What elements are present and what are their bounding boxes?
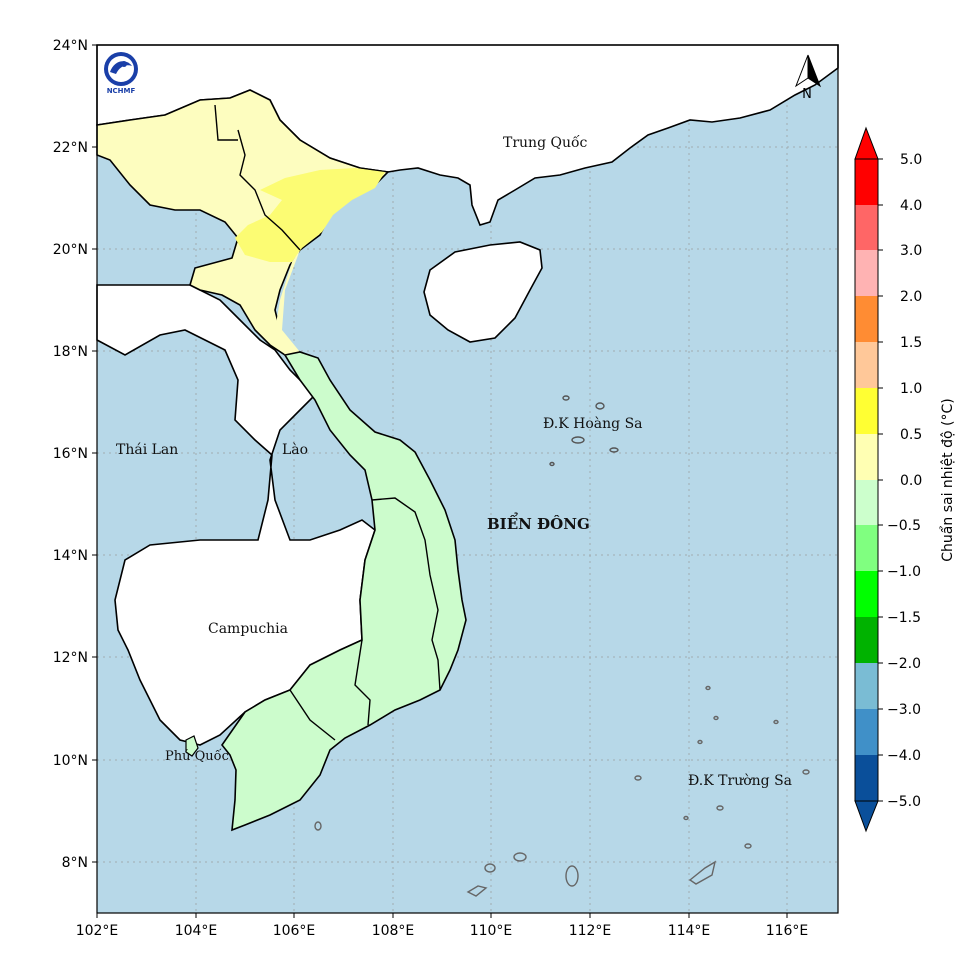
label-cambodia: Campuchia: [208, 621, 288, 637]
label-east-sea: BIỂN ĐÔNG: [487, 512, 590, 533]
lat-label: 20°N: [53, 242, 88, 258]
lon-label: 112°E: [569, 923, 612, 939]
colorbar-upper-extension: [854, 126, 879, 160]
nchmf-logo: NCHMF: [104, 52, 138, 95]
colorbar-tick-label: 3.0: [900, 243, 922, 259]
colorbar-segment: [855, 709, 878, 755]
lat-label: 24°N: [53, 38, 88, 54]
logo-text: NCHMF: [107, 87, 136, 95]
lat-label: 18°N: [53, 344, 88, 360]
colorbar-segment: [855, 342, 878, 388]
spratly-islands: [314, 685, 810, 897]
lon-label: 106°E: [273, 923, 316, 939]
map-frame: [96, 44, 839, 914]
lon-label: 110°E: [470, 923, 513, 939]
lat-labels: 24°N 22°N 20°N 18°N 16°N 14°N 12°N 10°N …: [53, 38, 88, 871]
colorbar-labels: 5.0 4.0 3.0 2.0 1.5 1.0 0.5 0.0 −0.5 −1.…: [887, 152, 922, 810]
colorbar-lower-extension: [854, 800, 879, 833]
colorbar-title: Chuẩn sai nhiệt độ (°C): [939, 398, 956, 561]
colorbar-segment: [855, 205, 878, 250]
north-arrow-label: N: [802, 87, 812, 102]
colorbar-tick-label: 1.5: [900, 335, 922, 351]
province-borders: [214, 104, 441, 741]
lon-label: 114°E: [668, 923, 711, 939]
region-north-central: [275, 250, 318, 362]
colorbar-tick-label: −5.0: [887, 794, 921, 810]
label-paracel: Đ.K Hoàng Sa: [543, 415, 643, 432]
lat-label: 10°N: [53, 753, 88, 769]
lat-label: 16°N: [53, 446, 88, 462]
lat-label: 14°N: [53, 548, 88, 564]
lon-ticks: [96, 913, 788, 918]
colorbar-tick-label: −3.0: [887, 702, 921, 718]
colorbar-tick-label: 4.0: [900, 198, 922, 214]
colorbar: [854, 126, 879, 833]
colorbar-segment: [855, 571, 878, 617]
lon-labels: 102°E 104°E 106°E 108°E 110°E 112°E 114°…: [76, 923, 809, 939]
colorbar-segment: [855, 525, 878, 571]
colorbar-segment: [855, 617, 878, 663]
colorbar-segment: [855, 480, 878, 525]
colorbar-tick-label: 2.0: [900, 289, 922, 305]
colorbar-tick-label: 0.5: [900, 427, 922, 443]
colorbar-segment: [855, 434, 878, 480]
island-phu-quoc: [185, 735, 199, 757]
colorbar-segment: [855, 755, 878, 801]
colorbar-segment: [855, 296, 878, 342]
colorbar-tick-label: −1.0: [887, 564, 921, 580]
colorbar-tick-label: −1.5: [887, 610, 921, 626]
colorbar-segment: [855, 250, 878, 296]
lon-label: 108°E: [372, 923, 415, 939]
paracel-islands: [549, 395, 619, 467]
lon-label: 102°E: [76, 923, 119, 939]
land-hainan: [423, 241, 543, 343]
colorbar-segment: [855, 159, 878, 205]
colorbar-tick-label: −4.0: [887, 748, 921, 764]
label-china: Trung Quốc: [503, 134, 588, 151]
lat-label: 22°N: [53, 140, 88, 156]
colorbar-tick-label: 1.0: [900, 381, 922, 397]
lat-label: 12°N: [53, 650, 88, 666]
colorbar-ticks: [878, 158, 883, 802]
label-phu-quoc: Phú Quốc: [165, 748, 229, 764]
lon-label: 104°E: [175, 923, 218, 939]
colorbar-tick-label: 5.0: [900, 152, 922, 168]
colorbar-tick-label: 0.0: [900, 473, 922, 489]
lat-ticks: [92, 44, 97, 863]
region-south: [221, 351, 467, 832]
colorbar-segment: [855, 388, 878, 434]
label-laos: Lào: [282, 441, 308, 458]
lon-label: 116°E: [766, 923, 809, 939]
lat-label: 8°N: [62, 855, 88, 871]
colorbar-segment: [855, 663, 878, 709]
north-arrow-icon: N: [794, 54, 822, 102]
colorbar-tick-label: −0.5: [887, 518, 921, 534]
colorbar-tick-label: −2.0: [887, 656, 921, 672]
label-spratly: Đ.K Trường Sa: [688, 773, 792, 789]
label-thailand: Thái Lan: [116, 442, 178, 458]
region-red-river-delta: [235, 168, 385, 262]
